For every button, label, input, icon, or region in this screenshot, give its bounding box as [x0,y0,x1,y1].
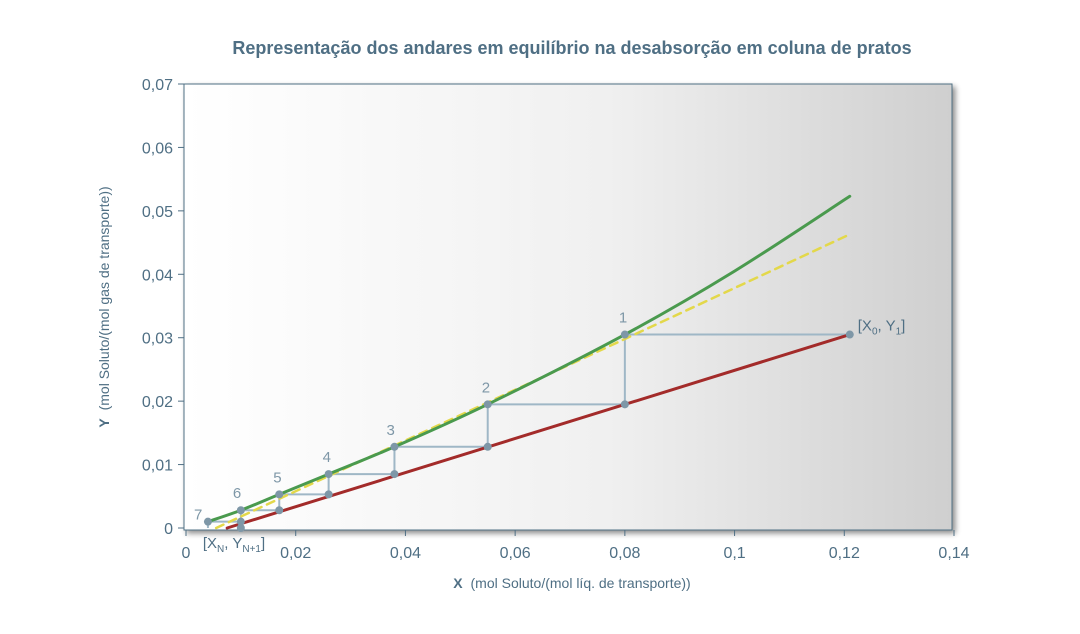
operating-stage-point [236,517,245,526]
stage-staircase [206,333,850,528]
x-tick-label: 0,04 [390,545,421,562]
stage-number-label: 7 [194,507,202,524]
x-tick-label: 0 [182,545,191,562]
x-tick-label: 0,06 [500,545,531,562]
x-axis-unit: (mol Soluto/(mol líq. de transporte)) [471,575,691,591]
y-tick-label: 0,06 [142,140,173,157]
y-tick-label: 0 [164,521,173,538]
y-axis-variable: Y [96,418,112,428]
endpoint-text: [X [203,535,217,552]
x-axis-variable: X [453,575,463,591]
endpoint-text: ] [901,318,905,335]
y-axis-unit: (mol Soluto/(mol gas de transporte)) [96,186,112,410]
stage-number-label: 5 [273,469,281,486]
stage-number-label: 4 [323,449,331,466]
chart-title: Representação dos andares em equilíbrio … [232,38,911,58]
endpoint-label-bottom: [XN, YN+1] [203,535,265,555]
equilibrium-stage-point [324,470,333,479]
stage-number-label: 6 [233,485,241,502]
operating-stage-point [324,490,333,499]
equilibrium-stage-point [390,442,399,451]
endpoint-text: [X [858,318,872,335]
y-tick-label: 0,07 [142,77,173,94]
y-tick-label: 0,03 [142,331,173,348]
equilibrium-stage-point [620,330,629,339]
y-tick-label: 0,02 [142,394,173,411]
operating-stage-point [620,400,629,409]
endpoint-label-top: [X0, Y1] [858,318,906,338]
x-tick-label: 0,02 [280,545,311,562]
y-tick-label: 0,04 [142,267,173,284]
tangent-line [214,233,852,530]
plot-area [183,83,953,531]
endpoint-text: , Y [224,535,242,552]
operating-stage-point [390,470,399,479]
x-tick-label: 0,14 [938,545,969,562]
y-axis-label: Y (mol Soluto/(mol gas de transporte)) [96,186,112,427]
x-tick-label: 0,12 [829,545,860,562]
endpoint-point-bottom [236,524,245,532]
x-tick-label: 0,08 [609,545,640,562]
equilibrium-stage-point [203,517,212,526]
endpoint-subscript: N [217,544,224,555]
equilibrium-stage-point [236,506,245,515]
stage-number-label: 3 [386,422,394,439]
stage-points [203,330,854,532]
axis-ticks: 0 0,02 0,04 0,06 0,08 0,1 0,12 0,14 0 0,01 0,02 0,0… [142,77,970,562]
operating-stage-point [845,330,854,339]
endpoint-text: ] [261,535,265,552]
y-tick-label: 0,01 [142,458,173,475]
endpoint-subscript: N+1 [242,544,261,555]
stage-number-label: 2 [482,379,490,396]
equilibrium-stage-point [483,400,492,409]
endpoint-text: , Y [878,318,896,335]
operating-stage-point [483,442,492,451]
x-tick-label: 0,1 [723,545,745,562]
operating-stage-point [275,506,284,515]
endpoint-subscript: 1 [896,327,902,338]
x-axis-label: X (mol Soluto/(mol líq. de transporte)) [453,575,690,591]
y-tick-label: 0,05 [142,204,173,221]
stage-number-label: 1 [619,310,627,327]
equilibrium-stage-point [275,490,284,499]
equilibrium-line [206,194,852,524]
endpoint-subscript: 0 [872,327,878,338]
